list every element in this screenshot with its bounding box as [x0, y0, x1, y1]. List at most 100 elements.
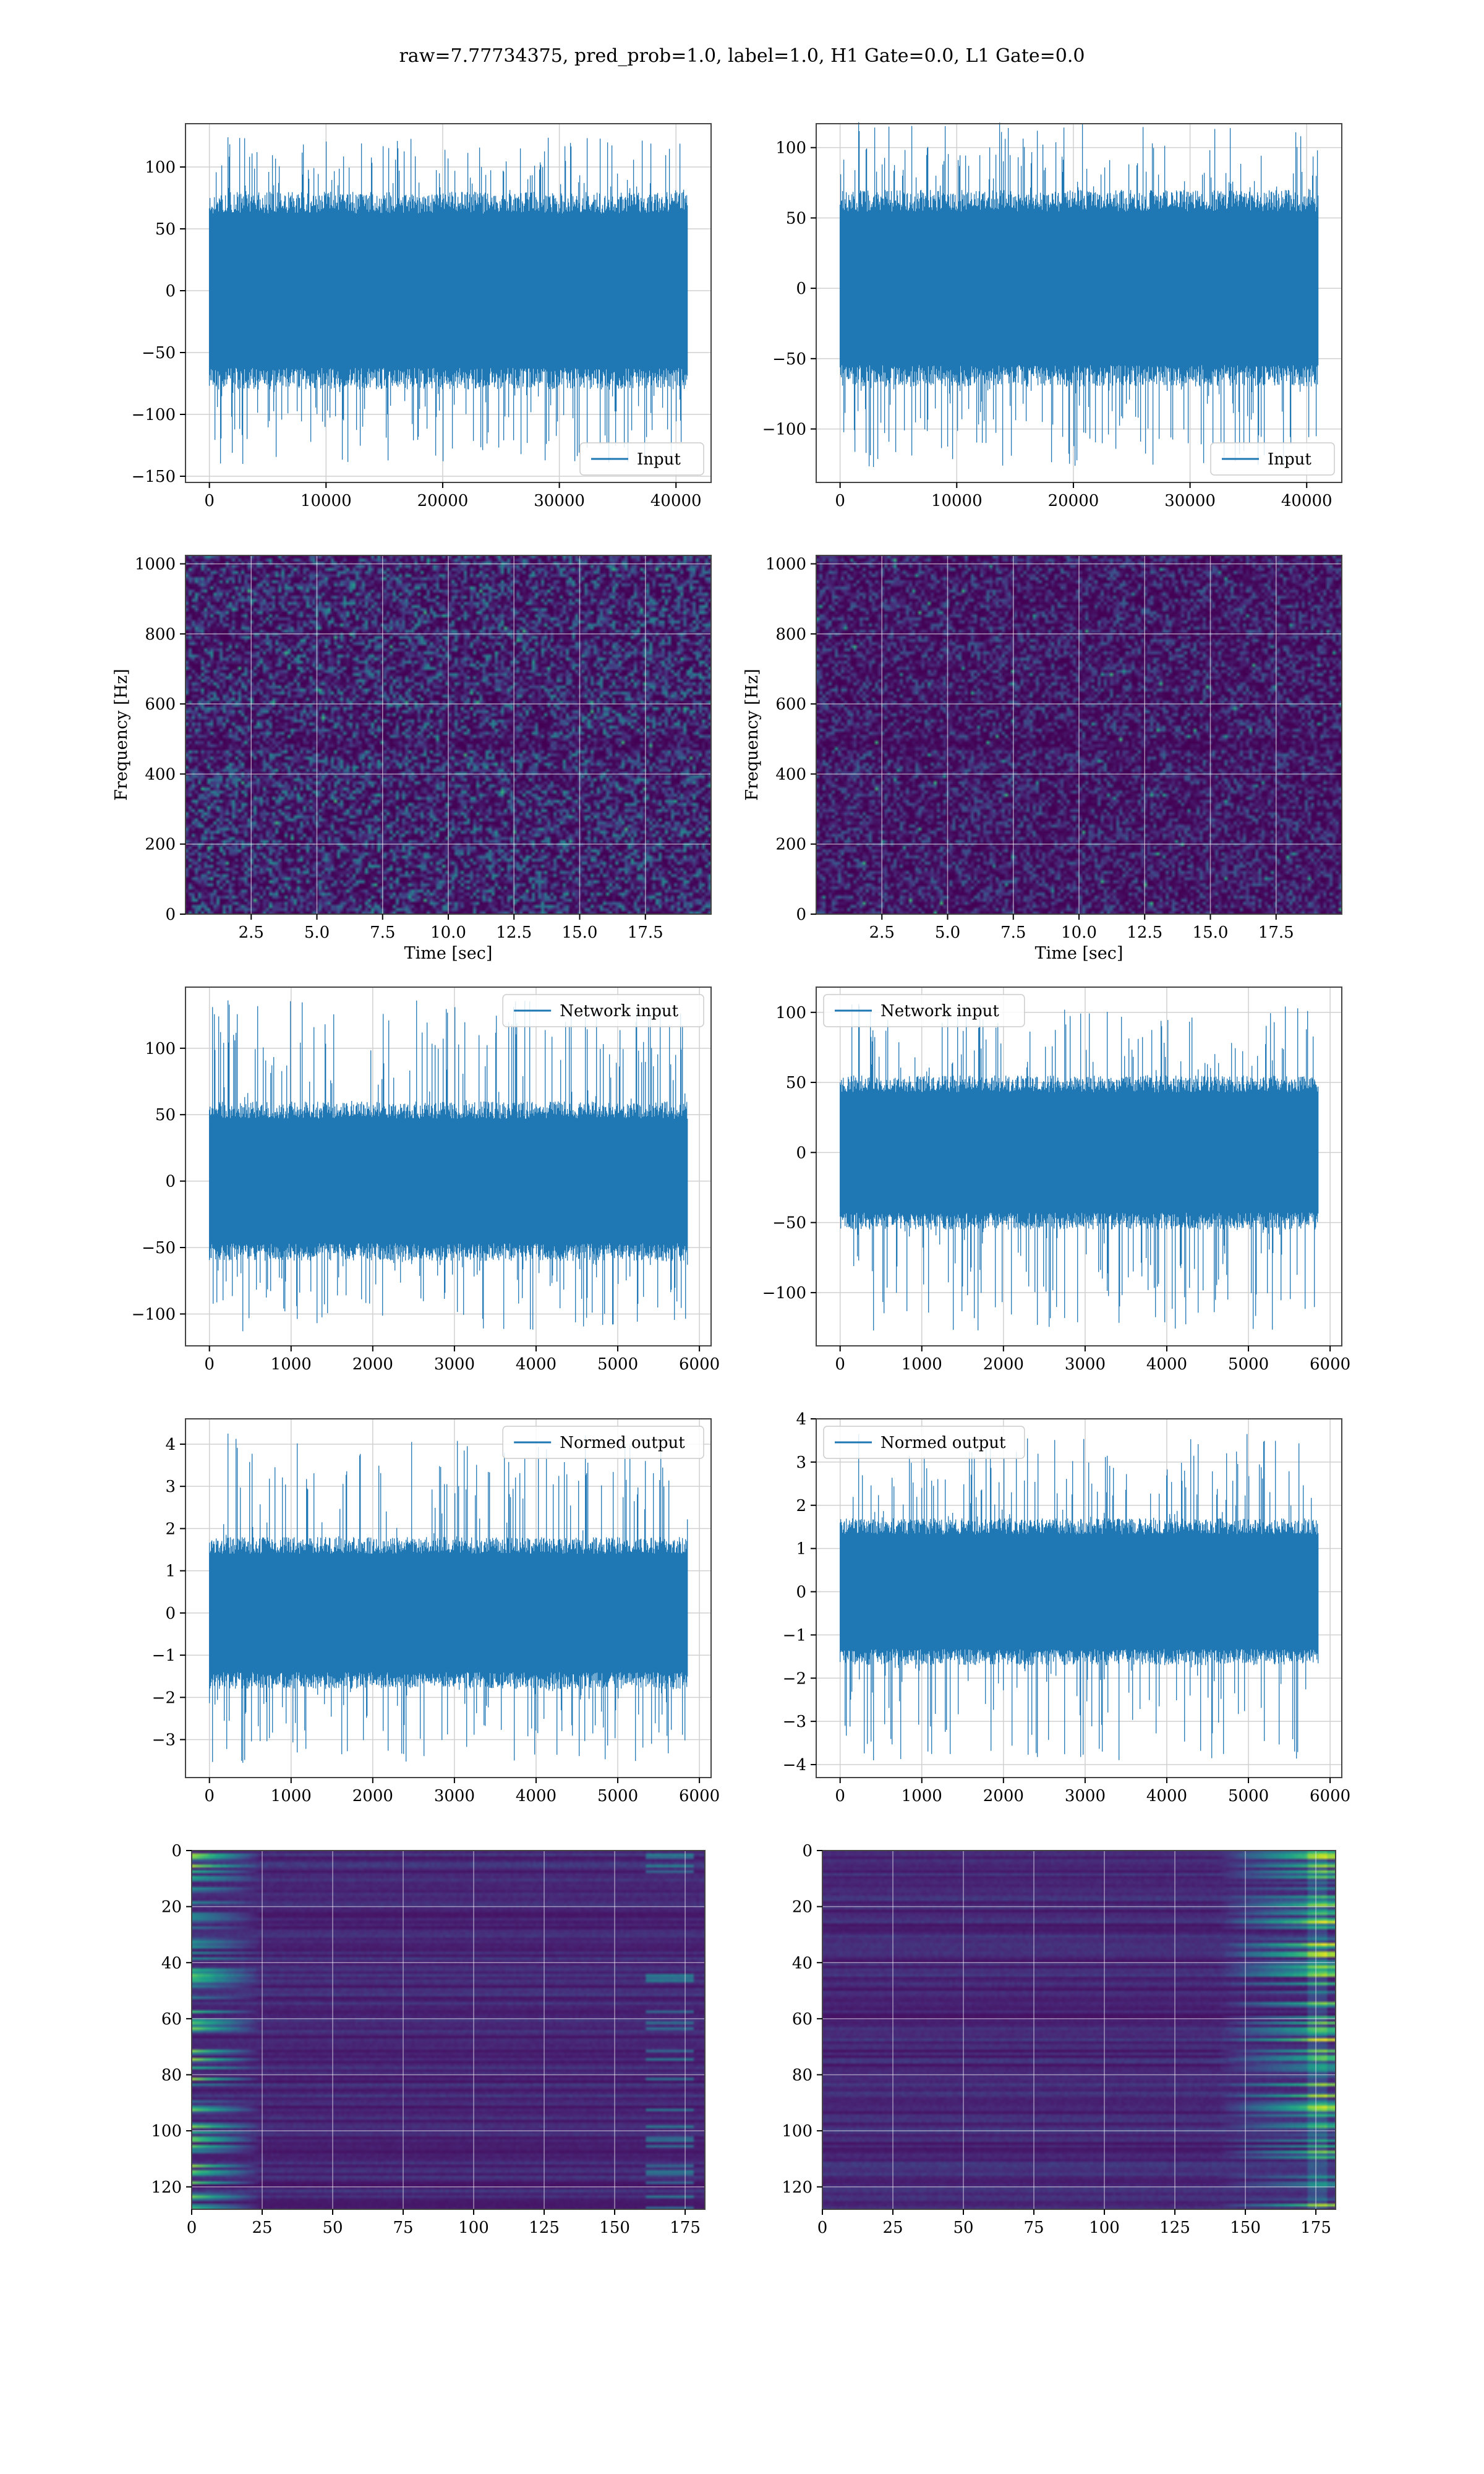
feature-map-image [822, 1851, 1336, 2209]
y-tick-label: 0 [165, 1173, 176, 1191]
axes-frame [185, 1418, 712, 1778]
x-tick-label: 75 [1023, 2219, 1044, 2237]
legend: Input [1210, 442, 1335, 476]
y-tick-label: 400 [775, 765, 806, 784]
x-tick-label: 1000 [902, 1355, 942, 1374]
y-tick-label: 4 [796, 1410, 806, 1429]
series-line-core [840, 217, 1318, 359]
x-tick-label: 40000 [650, 492, 702, 510]
x-tick-label: 150 [1230, 2219, 1261, 2237]
y-tick-label: 0 [165, 1604, 176, 1623]
spectrogram-right-frame: 2.5 5.0 7.5 10.0 12.5 15.0 17.5 0 200 400 600 800 10… [743, 555, 1342, 963]
x-tick-label: 125 [1159, 2219, 1190, 2237]
x-tick-label: 0 [204, 1787, 215, 1805]
series-line-core [840, 1538, 1318, 1645]
y-tick-label: −150 [132, 468, 176, 486]
y-tick-label: 40 [792, 1954, 812, 1972]
x-tick-label: 175 [1300, 2219, 1331, 2237]
y-tick-label: 100 [145, 158, 176, 177]
spectrogram-left-grid [186, 555, 711, 915]
legend-box [502, 1426, 704, 1459]
y-tick-label: 600 [145, 695, 176, 714]
y-axis-label: Frequency [Hz] [112, 669, 131, 800]
y-tick-label: 80 [792, 2066, 812, 2085]
y-tick-label: 2 [165, 1520, 176, 1538]
legend-label: Input [637, 450, 681, 469]
y-tick-label: −1 [152, 1646, 176, 1665]
y-tick-label: 200 [775, 836, 806, 854]
x-tick-label: 3000 [1065, 1355, 1106, 1374]
y-tick-label: 1 [796, 1540, 806, 1559]
y-tick-label: 0 [165, 282, 176, 301]
legend-box [502, 994, 704, 1027]
y-tick-label: 0 [802, 1842, 812, 1860]
legend-box [823, 994, 1025, 1027]
y-tick-label: 60 [792, 2010, 812, 2029]
legend-box [1210, 442, 1335, 476]
legend: Normed output [823, 1426, 1025, 1459]
x-tick-label: 12.5 [496, 923, 532, 942]
x-tick-label: 3000 [434, 1355, 475, 1374]
y-tick-label: 100 [775, 139, 806, 158]
legend-label: Input [1268, 450, 1311, 469]
x-tick-label: 25 [882, 2219, 903, 2237]
legend: Network input [502, 994, 704, 1027]
x-tick-label: 4000 [516, 1787, 556, 1805]
y-tick-label: 0 [796, 1144, 806, 1162]
y-tick-label: −2 [152, 1689, 176, 1707]
axes-frame [185, 987, 712, 1346]
legend: Normed output [502, 1426, 704, 1459]
y-tick-label: 120 [782, 2178, 812, 2197]
y-tick-label: 800 [145, 625, 176, 644]
spectrogram-left-frame: 2.5 5.0 7.5 10.0 12.5 15.0 17.5 0 200 400 600 800 10… [112, 555, 712, 963]
x-tick-label: 1000 [271, 1787, 312, 1805]
axes-frame [191, 1850, 706, 2210]
y-tick-label: −50 [772, 1214, 806, 1233]
y-tick-label: −2 [783, 1669, 806, 1688]
x-tick-label: 10000 [931, 492, 983, 510]
x-tick-label: 5000 [597, 1355, 638, 1374]
y-tick-label: 50 [786, 1074, 806, 1092]
axes-frame [822, 1850, 1336, 2210]
y-tick-label: −100 [762, 1284, 806, 1303]
y-tick-label: 50 [155, 220, 176, 239]
y-tick-label: 60 [161, 2010, 182, 2029]
x-tick-label: 10.0 [1061, 923, 1097, 942]
x-tick-label: 5.0 [304, 923, 330, 942]
y-tick-label: −4 [783, 1756, 806, 1774]
legend-box [823, 1426, 1025, 1459]
x-tick-label: 2000 [352, 1787, 393, 1805]
x-tick-label: 2000 [352, 1355, 393, 1374]
y-tick-label: −50 [772, 350, 806, 369]
y-tick-label: −100 [132, 1305, 176, 1324]
normed-output-left-frame: 0 1000 2000 3000 4000 5000 6000 −3 −2 −1 0 1 2 3 4 [152, 1418, 720, 1805]
y-tick-label: −50 [142, 344, 176, 362]
y-axis-label: Frequency [Hz] [743, 669, 762, 800]
legend: Network input [823, 994, 1025, 1027]
x-tick-label: 4000 [1146, 1355, 1187, 1374]
y-tick-label: 120 [151, 2178, 182, 2197]
y-tick-label: −1 [783, 1626, 806, 1645]
x-tick-label: 6000 [679, 1355, 720, 1374]
x-tick-label: 0 [817, 2219, 828, 2237]
normed-output-right-frame: 0 1000 2000 3000 4000 5000 6000 −4 −3 −2 −1 0 1 2 3 4 [783, 1410, 1351, 1805]
input-right-frame: 0 10000 20000 30000 40000 −100 −50 0 50 100 [762, 123, 1342, 510]
x-tick-label: 40000 [1281, 492, 1333, 510]
x-tick-label: 3000 [434, 1787, 475, 1805]
x-tick-label: 30000 [534, 492, 585, 510]
x-tick-label: 10.0 [430, 923, 466, 942]
x-tick-label: 4000 [516, 1355, 556, 1374]
y-tick-label: −3 [152, 1731, 176, 1750]
y-tick-label: 1000 [765, 555, 806, 574]
x-tick-label: 0 [835, 1787, 845, 1805]
axes-frame [816, 987, 1342, 1346]
y-tick-label: −50 [142, 1239, 176, 1257]
x-tick-label: 10000 [301, 492, 352, 510]
y-tick-label: −3 [783, 1713, 806, 1731]
x-tick-label: 0 [835, 492, 845, 510]
y-tick-label: 0 [165, 905, 176, 924]
x-tick-label: 50 [953, 2219, 973, 2237]
x-tick-label: 125 [529, 2219, 560, 2237]
x-tick-label: 15.0 [1193, 923, 1229, 942]
